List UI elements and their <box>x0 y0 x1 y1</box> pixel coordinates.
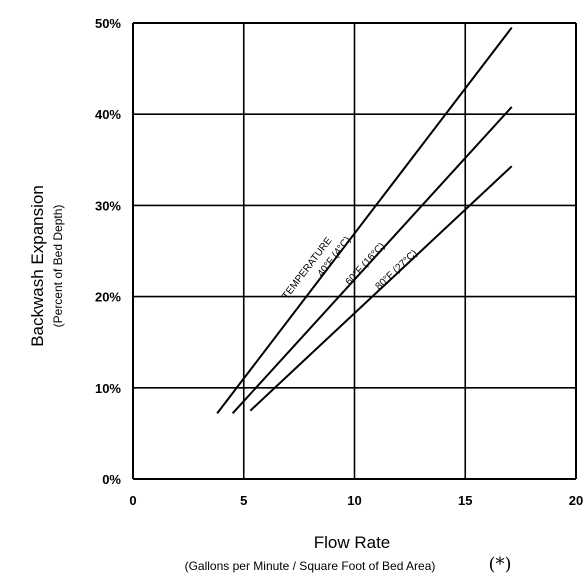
x-tick-label: 20 <box>569 493 583 508</box>
y-tick-label: 30% <box>95 198 121 213</box>
y-tick-label: 20% <box>95 290 121 305</box>
x-axis-note: (*) <box>488 554 511 575</box>
y-tick-label: 40% <box>95 107 121 122</box>
series-line-40f <box>216 26 513 414</box>
series-line-60f <box>231 106 513 415</box>
series-line-80f <box>249 165 513 412</box>
x-axis-title: Flow Rate <box>314 533 391 552</box>
y-tick-label: 0% <box>102 472 121 487</box>
y-axis-subtitle: (Percent of Bed Depth) <box>51 205 65 328</box>
y-tick-label: 50% <box>95 16 121 31</box>
y-tick-label: 10% <box>95 381 121 396</box>
x-axis-subtitle: (Gallons per Minute / Square Foot of Bed… <box>185 559 436 573</box>
x-tick-label: 10 <box>347 493 361 508</box>
x-tick-label: 5 <box>240 493 247 508</box>
series-lines <box>216 26 513 415</box>
grid <box>132 22 577 480</box>
x-tick-label: 0 <box>129 493 136 508</box>
x-tick-label: 15 <box>458 493 472 508</box>
y-axis-title: Backwash Expansion <box>28 185 47 347</box>
tick-labels: 0 5 10 15 20 0% 10% 20% 30% 40% 50% <box>95 16 583 508</box>
